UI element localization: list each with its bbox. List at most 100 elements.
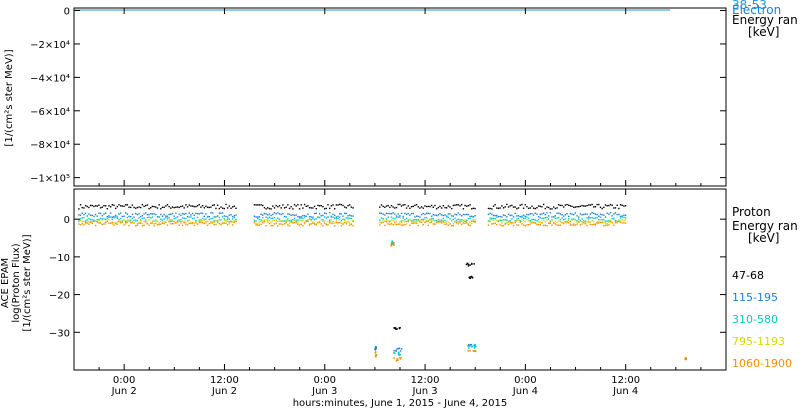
data-point	[260, 220, 262, 222]
dropout-point	[399, 350, 402, 352]
data-point	[442, 204, 445, 207]
data-point	[99, 212, 102, 215]
data-point	[384, 206, 386, 209]
data-point	[342, 222, 344, 224]
data-point	[559, 213, 562, 215]
data-point	[516, 207, 518, 210]
data-point	[524, 215, 526, 218]
data-point	[305, 215, 307, 218]
data-point	[114, 222, 117, 224]
data-point	[430, 218, 433, 220]
data-point	[399, 215, 401, 217]
data-point	[183, 221, 185, 223]
data-point	[323, 216, 326, 218]
data-point	[173, 215, 175, 217]
dropout-point	[399, 358, 402, 360]
data-point	[78, 223, 80, 225]
data-point	[387, 216, 389, 218]
data-point	[539, 224, 541, 226]
data-point	[124, 223, 127, 225]
data-point	[579, 220, 582, 223]
data-point	[497, 220, 500, 223]
data-point	[504, 206, 506, 208]
data-point	[310, 223, 312, 225]
data-point	[347, 218, 349, 221]
data-point	[347, 215, 349, 217]
data-point	[228, 205, 231, 207]
data-point	[410, 222, 413, 224]
data-point	[265, 213, 267, 215]
data-point	[601, 218, 603, 221]
data-point	[275, 213, 277, 215]
data-point	[201, 217, 204, 219]
data-point	[200, 212, 202, 214]
data-point	[489, 212, 491, 214]
data-point	[171, 220, 174, 222]
data-point	[220, 223, 222, 225]
data-point	[257, 222, 259, 225]
data-point	[573, 218, 575, 220]
data-point	[307, 213, 309, 216]
data-point	[561, 221, 563, 224]
data-point	[536, 223, 538, 225]
data-point	[594, 217, 597, 219]
data-point	[178, 224, 180, 226]
data-point	[123, 215, 125, 217]
bottom-ylabel-3: [1/(cm²s ster MeV)]	[22, 234, 33, 331]
data-point	[579, 205, 582, 208]
data-point	[541, 213, 543, 215]
data-point	[385, 218, 388, 220]
data-point	[173, 223, 175, 225]
data-point	[471, 208, 473, 210]
data-point	[456, 214, 458, 216]
data-point	[98, 204, 100, 206]
data-point	[300, 223, 302, 225]
data-point	[350, 215, 353, 217]
data-point	[454, 204, 456, 206]
data-point	[613, 217, 615, 220]
data-point	[469, 215, 471, 218]
data-point	[591, 212, 593, 214]
data-point	[546, 219, 548, 221]
data-point	[561, 204, 563, 207]
data-point	[225, 219, 227, 221]
data-point	[526, 224, 528, 226]
data-point	[529, 221, 531, 223]
data-point	[340, 203, 343, 206]
data-point	[332, 213, 334, 216]
data-point	[429, 219, 431, 222]
data-point	[392, 206, 394, 208]
data-point	[589, 221, 592, 223]
data-point	[394, 221, 396, 224]
data-point	[298, 216, 301, 218]
data-point	[415, 220, 418, 223]
dropout-point	[374, 355, 377, 358]
data-point	[180, 218, 182, 221]
data-point	[312, 222, 314, 224]
data-point	[88, 217, 90, 220]
data-point	[573, 206, 575, 209]
data-point	[332, 216, 334, 218]
data-point	[323, 222, 326, 224]
dropout-point	[466, 262, 469, 265]
data-point	[586, 224, 588, 227]
data-point	[155, 206, 157, 208]
data-point	[195, 222, 197, 224]
data-point	[178, 220, 180, 223]
dropout-point	[374, 348, 376, 350]
dropout-point	[391, 241, 393, 244]
data-point	[210, 221, 212, 223]
data-point	[343, 218, 346, 221]
data-point	[537, 215, 540, 218]
data-point	[338, 213, 341, 215]
data-point	[546, 225, 548, 227]
data-point	[345, 212, 348, 215]
data-point	[265, 225, 267, 227]
data-point	[352, 219, 354, 222]
data-point	[292, 221, 294, 224]
data-point	[619, 221, 622, 223]
data-point	[429, 212, 431, 215]
data-point	[135, 219, 137, 221]
data-point	[524, 204, 526, 206]
data-point	[327, 216, 329, 218]
